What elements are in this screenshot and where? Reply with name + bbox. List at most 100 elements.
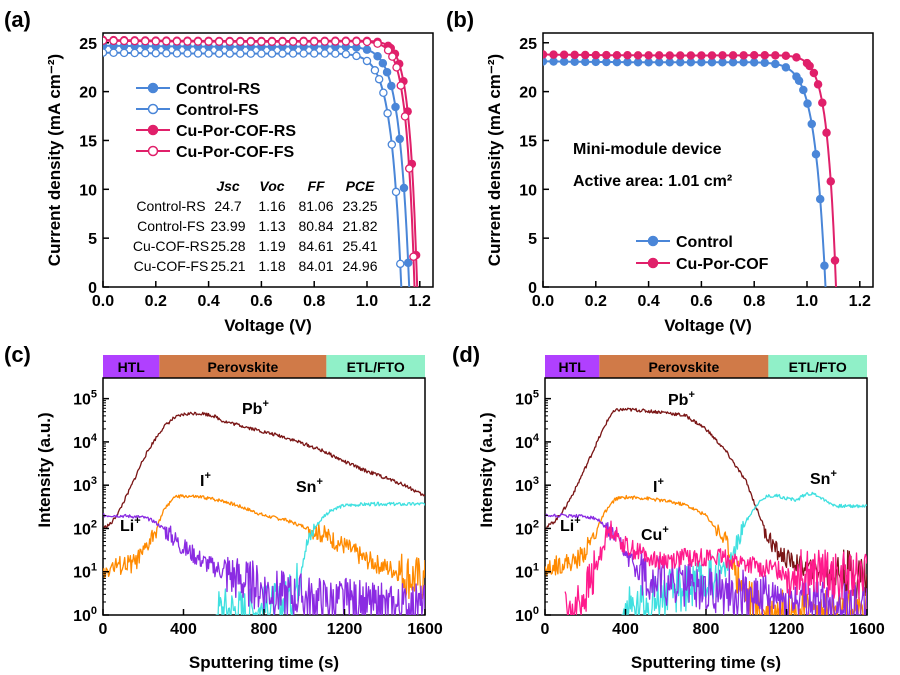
data-point	[387, 140, 397, 149]
data-point	[320, 37, 330, 46]
y-tick-label: 0	[528, 280, 537, 297]
data-point	[818, 98, 827, 108]
data-point	[676, 58, 685, 67]
x-tick-label: 400	[612, 621, 639, 638]
data-point	[760, 58, 770, 68]
data-point	[130, 36, 139, 46]
data-point	[378, 58, 388, 68]
panel-d-xlabel: Sputtering time (s)	[631, 653, 781, 672]
panel-b-ticks: 0.0 0.2 0.4 0.6 0.8 1.0 1.2 0 5 10 15 20 25	[519, 36, 871, 310]
data-point	[214, 37, 224, 46]
panel-d-layer-bands: HTL Perovskite ETL/FTO	[545, 355, 867, 378]
data-point	[370, 66, 380, 75]
layer-band-label: ETL/FTO	[347, 359, 405, 375]
table-header: PCE	[346, 178, 375, 194]
data-point	[792, 53, 801, 62]
series-line-cu-por-cof	[543, 53, 837, 287]
data-point	[559, 57, 569, 66]
panel-b-legend: Control Cu-Por-COF	[636, 234, 769, 273]
data-point	[813, 80, 823, 89]
data-point	[151, 37, 161, 46]
data-point	[781, 63, 791, 72]
table-cell: 23.99	[210, 218, 245, 234]
data-point	[331, 37, 340, 46]
legend-marker	[147, 82, 159, 94]
data-point	[676, 51, 685, 60]
species-label: Sn+	[296, 476, 323, 496]
data-point	[225, 37, 234, 46]
data-point	[288, 49, 298, 58]
panel-b-note-device: Mini-module device	[573, 141, 722, 158]
table-row-label: Cu-COF-FS	[134, 258, 209, 274]
layer-band-label: HTL	[118, 359, 146, 375]
data-point	[543, 57, 548, 66]
y-tick-label: 20	[79, 85, 97, 102]
data-point	[172, 49, 182, 58]
table-cell: 24.96	[342, 258, 377, 274]
panel-c-xlabel: Sputtering time (s)	[189, 653, 339, 672]
x-tick-label: 1600	[407, 621, 443, 638]
panel-a-ticks: 0.0 0.2 0.4 0.6 0.8 1.0 1.2 0 5 10 15 20 25	[79, 36, 431, 310]
data-point	[543, 50, 548, 59]
data-point	[570, 50, 579, 60]
data-point	[409, 252, 418, 261]
y-tick-label: 25	[79, 36, 97, 53]
data-point	[612, 50, 622, 60]
data-point	[204, 37, 213, 46]
data-point	[388, 52, 397, 61]
data-point	[654, 51, 664, 60]
data-point	[718, 58, 727, 67]
table-cell: 1.18	[258, 258, 285, 274]
data-point	[103, 36, 108, 45]
data-point	[172, 37, 182, 46]
x-tick-label: 0.2	[585, 293, 607, 310]
x-tick-label: 1600	[849, 621, 885, 638]
x-tick-label: 0.4	[637, 293, 659, 310]
species-label: Pb+	[242, 398, 269, 418]
table-cell: 25.21	[210, 258, 245, 274]
data-point	[809, 68, 819, 78]
panel-c-species-labels: Pb+ I+ Sn+ Li+	[120, 398, 323, 535]
data-point	[193, 49, 203, 58]
x-tick-label: 1.0	[796, 293, 818, 310]
data-point	[794, 76, 804, 86]
data-point	[109, 36, 118, 46]
data-point	[362, 56, 372, 66]
data-point	[362, 37, 372, 47]
y-tick-label: 104	[515, 432, 540, 452]
data-point	[257, 49, 266, 58]
x-tick-label: 0	[99, 621, 108, 638]
data-point	[799, 85, 808, 95]
data-point	[267, 49, 277, 58]
panel-a-label: (a)	[4, 7, 31, 32]
data-point	[267, 37, 277, 46]
panel-b-ylabel: Current density (mA cm⁻²)	[485, 54, 504, 266]
y-tick-label: 102	[515, 518, 539, 538]
data-point	[623, 57, 632, 67]
x-tick-label: 0.8	[303, 293, 325, 310]
layer-band	[599, 355, 769, 378]
y-tick-label: 5	[88, 231, 97, 248]
species-label: Sn+	[810, 468, 837, 488]
data-point	[396, 81, 406, 90]
data-point	[299, 49, 308, 58]
panel-b-frame	[542, 32, 874, 288]
data-point	[591, 50, 601, 60]
legend-label: Cu-Por-COF-FS	[176, 144, 295, 161]
data-point	[403, 258, 413, 268]
data-point	[739, 57, 748, 67]
panel-a-legend: Control-RS Control-FS Cu-Por-COF-RS Cu-Por-…	[136, 81, 296, 161]
legend-label: Control-RS	[176, 81, 261, 98]
data-point	[162, 37, 171, 46]
data-point	[362, 45, 372, 54]
data-point	[236, 37, 245, 46]
data-point	[400, 112, 410, 121]
data-point	[225, 49, 234, 58]
data-point	[257, 37, 266, 46]
table-header: FF	[307, 178, 325, 194]
panel-a-frame	[102, 32, 434, 288]
data-point	[140, 36, 150, 46]
panel-d-ylabel: Intensity (a.u.)	[477, 412, 496, 527]
species-label: Pb+	[668, 389, 695, 409]
x-tick-label: 1200	[769, 621, 805, 638]
